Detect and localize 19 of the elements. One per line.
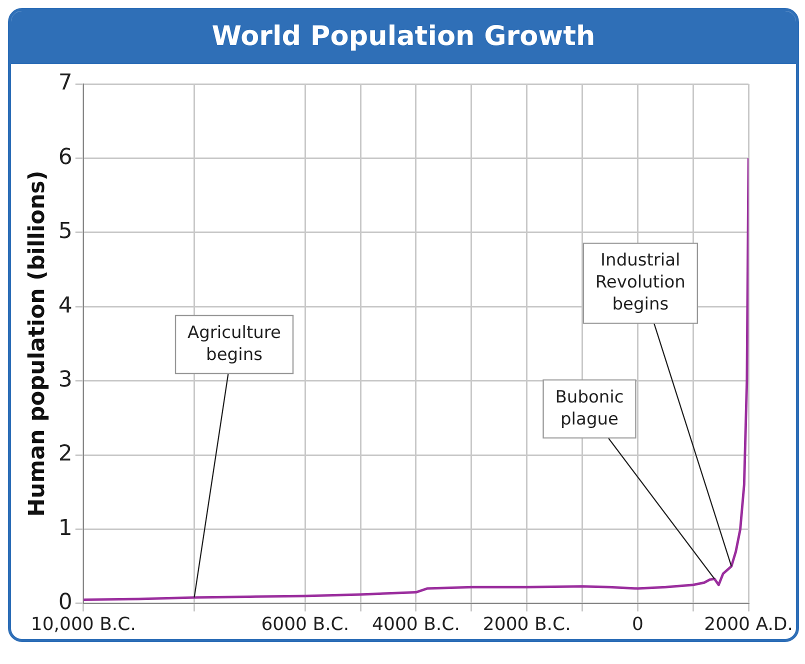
x-tick-label: 6000 B.C. [261,614,350,635]
y-tick-label: 1 [58,516,72,541]
x-tick-label: 2000 B.C. [482,614,571,635]
y-tick-label: 3 [58,368,72,393]
chart-title: World Population Growth [11,11,796,64]
x-tick-label: 2000 A.D. [704,614,794,635]
x-tick-label: 0 [632,614,644,635]
annotation: Industrial Revolution begins [595,250,686,315]
y-tick-label: 6 [58,144,72,170]
annotation: Bubonic plague [555,387,624,430]
annotation: Agriculture begins [188,322,282,365]
y-tick-label: 2 [58,442,72,467]
y-axis-title: Human population (billions) [24,170,50,517]
y-tick-label: 4 [58,293,72,318]
x-tick-label: 4000 B.C. [372,614,460,635]
x-tick-label: 10,000 B.C. [30,614,136,635]
y-tick-label: 5 [58,219,72,244]
y-tick-label: 7 [58,70,72,96]
y-tick-label: 0 [58,590,72,616]
